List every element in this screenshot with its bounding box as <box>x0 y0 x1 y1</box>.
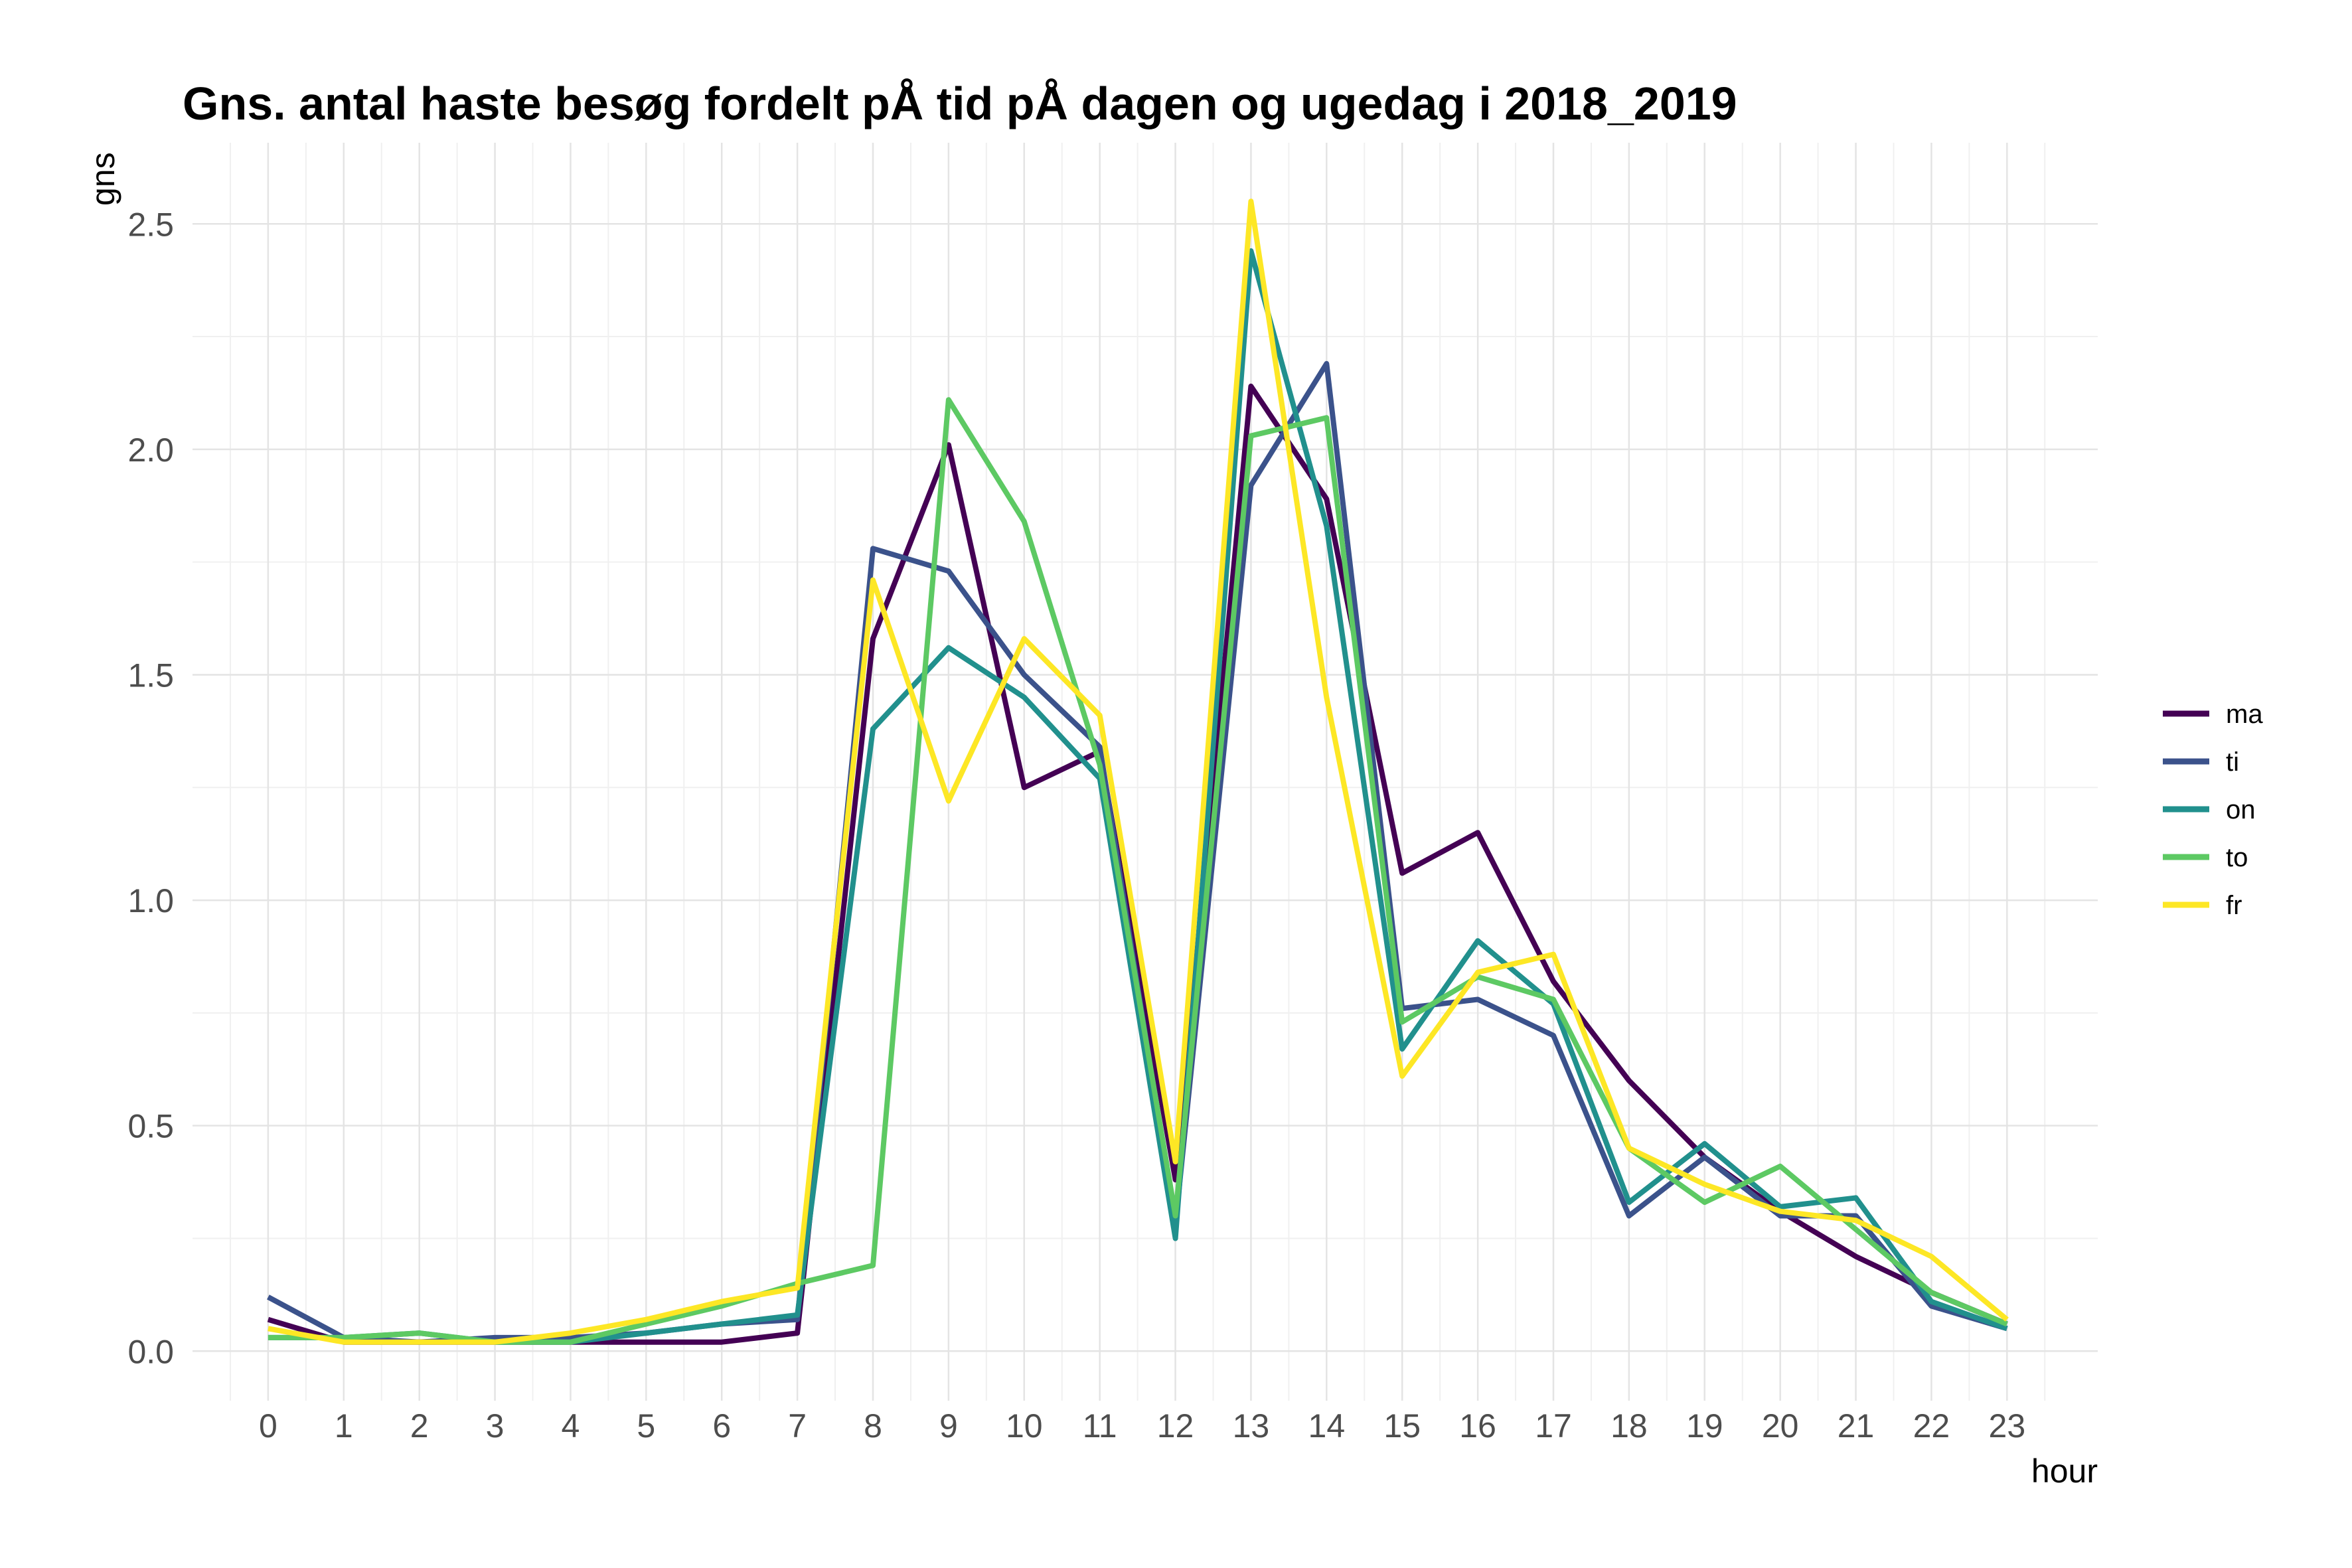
series-line-fr <box>268 198 2009 1345</box>
legend: ma ti on to fr <box>2163 700 2263 920</box>
y-tick-label: 2.5 <box>127 206 174 243</box>
x-tick-label: 16 <box>1459 1407 1496 1445</box>
x-tick-label: 20 <box>1762 1407 1799 1445</box>
x-axis-label: hour <box>2031 1452 2098 1490</box>
x-tick-label: 10 <box>1006 1407 1043 1445</box>
x-tick-label: 2 <box>410 1407 429 1445</box>
series-lines <box>267 198 2009 1345</box>
x-tick-label: 5 <box>637 1407 655 1445</box>
y-tick-label: 0.5 <box>127 1108 174 1145</box>
x-tick-label: 9 <box>939 1407 958 1445</box>
series-line-to <box>268 397 2008 1345</box>
legend-label-fr: fr <box>2226 891 2242 920</box>
x-tick-label: 19 <box>1686 1407 1723 1445</box>
x-tick-label: 21 <box>1838 1407 1875 1445</box>
grid-minor <box>193 143 2098 1401</box>
x-tick-label: 3 <box>486 1407 505 1445</box>
x-tick-label: 4 <box>562 1407 580 1445</box>
x-tick-label: 0 <box>259 1407 277 1445</box>
legend-label-to: to <box>2226 843 2248 872</box>
x-tick-label: 7 <box>788 1407 807 1445</box>
x-tick-label: 17 <box>1535 1407 1572 1445</box>
x-tick-label: 13 <box>1233 1407 1270 1445</box>
y-tick-label: 2.0 <box>127 431 174 469</box>
x-tick-label: 15 <box>1383 1407 1421 1445</box>
grid-major <box>193 143 2098 1401</box>
x-tick-label: 6 <box>712 1407 731 1445</box>
chart-title: Gns. antal haste besøg fordelt pÅ tid pÅ… <box>183 78 1737 129</box>
x-tick-label: 18 <box>1610 1407 1648 1445</box>
x-tick-label: 14 <box>1308 1407 1346 1445</box>
y-axis-ticks: 0.0 0.5 1.0 1.5 2.0 2.5 <box>127 206 174 1370</box>
legend-label-ma: ma <box>2226 700 2263 729</box>
x-tick-label: 1 <box>335 1407 353 1445</box>
y-tick-label: 0.0 <box>127 1333 174 1370</box>
x-tick-label: 8 <box>864 1407 882 1445</box>
x-axis-ticks: 0 1 2 3 4 5 6 7 8 9 10 11 12 13 14 15 16 17 18 19 20 21 22 23 <box>259 1407 2025 1445</box>
x-tick-label: 12 <box>1157 1407 1194 1445</box>
y-tick-label: 1.0 <box>127 882 174 919</box>
x-tick-label: 11 <box>1083 1407 1117 1445</box>
y-axis-label: gns <box>84 152 121 206</box>
legend-label-on: on <box>2226 795 2256 824</box>
x-tick-label: 23 <box>1989 1407 2026 1445</box>
x-tick-label: 22 <box>1913 1407 1950 1445</box>
y-tick-label: 1.5 <box>127 657 174 694</box>
legend-label-ti: ti <box>2226 747 2239 777</box>
